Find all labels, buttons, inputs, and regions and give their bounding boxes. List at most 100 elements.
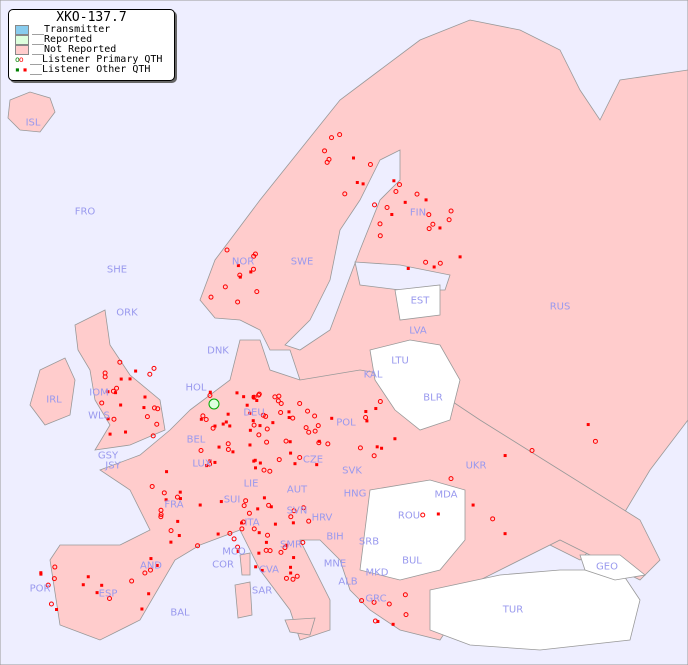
country-label-ita: ITA [244, 517, 260, 529]
sardinia [234, 581, 253, 619]
listener-other-marker [249, 270, 253, 274]
listener-primary-marker [372, 618, 378, 624]
listener-primary-marker [305, 408, 311, 414]
listener-primary-marker [430, 221, 436, 227]
listener-other-marker [361, 182, 365, 186]
legend-not-reported: __Not Reported [9, 45, 174, 55]
listener-other-marker [216, 532, 220, 536]
country-label-pol: POL [336, 417, 356, 429]
country-label-rus: RUS [549, 301, 571, 313]
listener-primary-marker [250, 266, 256, 272]
georgia [579, 554, 646, 581]
listener-other-marker [289, 451, 293, 455]
listener-primary-marker [52, 564, 58, 570]
listener-primary-marker [200, 413, 206, 419]
listener-primary-marker [283, 575, 289, 581]
listener-primary-marker [227, 530, 233, 536]
listener-other-marker [252, 459, 256, 463]
country-label-cor: COR [212, 559, 234, 571]
country-label-mda: MDA [434, 489, 458, 501]
iceland [7, 91, 56, 133]
listener-other-marker [254, 466, 258, 470]
legend-label: __Reported [32, 34, 93, 45]
listener-primary-marker [203, 417, 209, 423]
listener-other-marker [248, 428, 252, 432]
listener-primary-marker [195, 543, 201, 549]
country-label-swe: SWE [290, 256, 314, 268]
listener-other-marker [169, 540, 173, 544]
listener-primary-marker [129, 578, 135, 584]
listener-primary-marker [117, 359, 123, 365]
listener-other-marker [228, 424, 232, 428]
listener-primary-marker [297, 400, 303, 406]
listener-other-marker [380, 446, 384, 450]
listener-other-marker [164, 498, 168, 502]
listener-other-marker [258, 424, 262, 428]
listener-other-marker [236, 264, 240, 268]
listener-other-marker [205, 464, 209, 468]
country-label-fin: FIN [409, 207, 427, 219]
turkey [429, 569, 641, 651]
listener-other-marker [226, 412, 230, 416]
listener-other-marker [213, 424, 217, 428]
listener-primary-marker [272, 394, 278, 400]
listener-other-marker [256, 507, 260, 511]
reported-marker [208, 398, 220, 410]
listener-primary-marker [322, 148, 328, 154]
country-label-bal: BAL [170, 607, 190, 619]
listener-other-marker [264, 540, 268, 544]
listener-primary-marker [235, 544, 241, 550]
listener-other-marker [503, 454, 507, 458]
country-label-cze: CZE [302, 454, 324, 466]
listener-other-marker [86, 575, 90, 579]
listener-primary-marker [225, 441, 231, 447]
listener-primary-marker [208, 294, 214, 300]
listener-other-marker [471, 503, 475, 507]
listener-primary-marker [290, 576, 296, 582]
listener-primary-marker [251, 526, 257, 532]
country-label-kal: KAL [363, 369, 383, 381]
country-label-geo: GEO [596, 561, 618, 573]
listener-primary-marker [448, 208, 454, 214]
listener-primary-marker [300, 539, 306, 545]
listener-primary-marker [316, 440, 322, 446]
listener-primary-marker [420, 512, 426, 518]
listener-other-marker [374, 407, 378, 411]
listener-primary-marker [396, 182, 402, 188]
listener-other-marker [108, 432, 112, 436]
listener-primary-marker [359, 598, 365, 604]
listener-other-marker [208, 390, 212, 394]
listener-other-marker [147, 592, 151, 596]
country-label-dnk: DNK [207, 345, 229, 357]
listener-primary-marker [51, 576, 57, 582]
listener-primary-marker [260, 412, 266, 418]
ireland [29, 357, 76, 426]
listener-primary-marker [147, 371, 153, 377]
listener-other-marker [142, 406, 146, 410]
listener-primary-marker [198, 448, 204, 454]
listener-primary-marker [207, 392, 213, 398]
listener-other-marker [258, 461, 262, 465]
country-label-gsy: GSY [97, 450, 119, 462]
country-label-ukr: UKR [465, 460, 487, 472]
listener-other-marker [376, 619, 380, 623]
listener-primary-marker [414, 191, 420, 197]
listener-primary-marker [251, 422, 257, 428]
listener-primary-marker [149, 483, 155, 489]
listener-other-marker [149, 557, 153, 561]
listener-primary-marker [315, 423, 321, 429]
listener-other-marker [245, 403, 249, 407]
country-label-and: AND [139, 560, 163, 572]
listener-primary-marker [297, 454, 303, 460]
country-label-rou: ROU [397, 510, 421, 522]
listener-primary-marker [265, 532, 271, 538]
listener-other-marker [176, 519, 180, 523]
listener-primary-marker [363, 415, 369, 421]
listener-primary-marker [246, 510, 252, 516]
listener-other-marker [248, 411, 252, 415]
listener-other-marker [403, 200, 407, 204]
listener-primary-marker [243, 498, 249, 504]
listener-primary-marker [446, 217, 452, 223]
country-label-mkd: MKD [365, 567, 389, 579]
